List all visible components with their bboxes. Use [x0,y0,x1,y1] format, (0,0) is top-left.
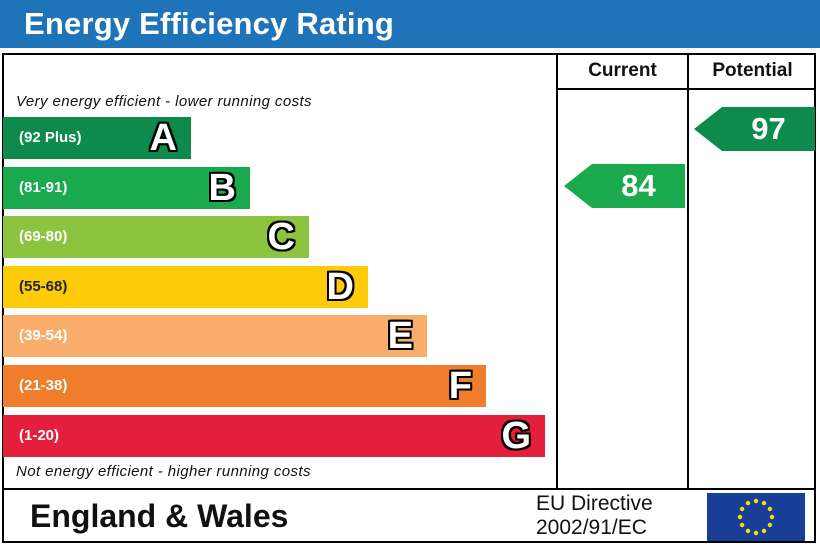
band-letter: B [208,167,236,209]
eu-flag-star [761,528,767,534]
current-rating-arrow: 84 [564,164,685,208]
eu-directive-line1: EU Directive [536,492,653,515]
eu-flag-star [753,498,759,504]
band-b: (81-91) B [3,167,250,209]
band-range-label: (1-20) [19,427,60,444]
band-letter: C [267,216,295,258]
eu-flag-star [767,506,773,512]
current-rating-arrow-value: 84 [621,168,656,203]
current-rating-arrow-shape [564,164,685,208]
band-range-label: (55-68) [19,278,68,295]
band-range-label: (69-80) [19,228,68,245]
column-header-potential: Potential [712,60,793,81]
header-divider [556,88,816,90]
eu-flag-star [753,530,759,536]
band-letter: F [448,365,472,407]
divider-potential [687,53,689,490]
eu-flag-star [745,528,751,534]
band-e: (39-54) E [3,315,427,357]
potential-rating-arrow-shape [694,107,815,151]
eu-flag-star [769,514,775,520]
band-c: (69-80) C [3,216,309,258]
band-g: (1-20) G [3,415,545,457]
band-range-label: (21-38) [19,377,68,394]
potential-rating-arrow: 97 [694,107,815,151]
eu-flag-star [761,500,767,506]
note-top: Very energy efficient - lower running co… [16,93,312,110]
band-range-label: (39-54) [19,327,68,344]
band-d: (55-68) D [3,266,368,308]
eu-directive-line2: 2002/91/EC [536,516,647,539]
eu-directive: EU Directive 2002/91/EC [536,492,653,540]
band-letter: D [326,266,354,308]
footer-divider [2,488,816,490]
band-range-label: (81-91) [19,179,68,196]
eu-flag-icon [707,493,805,541]
eu-flag-star [739,506,745,512]
band-f: (21-38) F [3,365,486,407]
potential-rating-arrow-value: 97 [751,111,786,146]
band-range-label: (92 Plus) [19,129,82,146]
eu-flag-star [739,522,745,528]
note-bottom: Not energy efficient - higher running co… [16,463,311,480]
eu-flag-star [737,514,743,520]
band-letter: G [501,415,531,457]
band-a: (92 Plus) A [3,117,191,159]
column-header-current: Current [588,60,657,81]
divider-current [556,53,558,490]
band-letter: E [387,315,413,357]
header-bar: Energy Efficiency Rating [0,0,820,48]
eu-flag-star [745,500,751,506]
page-title: Energy Efficiency Rating [24,6,395,41]
band-letter: A [149,117,177,159]
region-label: England & Wales [30,498,289,534]
eu-flag-star [767,522,773,528]
